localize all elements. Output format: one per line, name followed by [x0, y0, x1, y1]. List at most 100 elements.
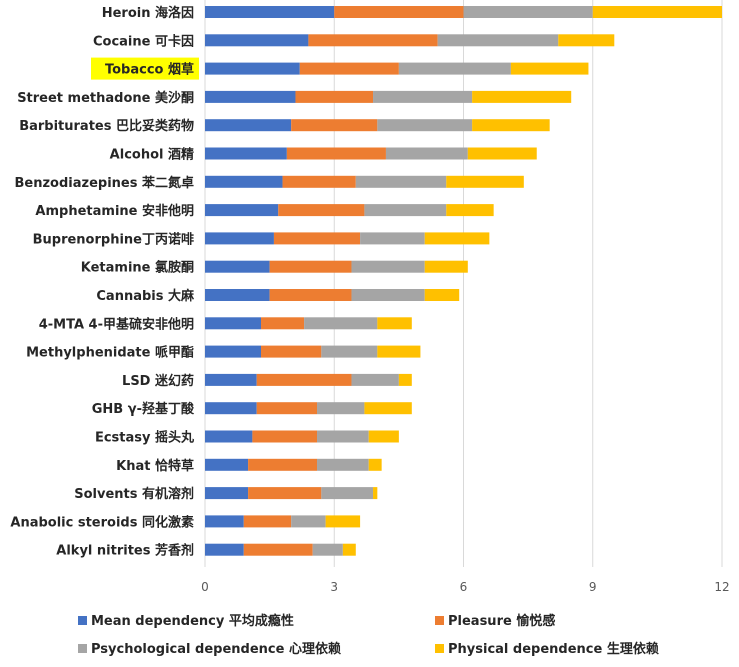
bar-segment — [261, 317, 305, 330]
bar-segment — [424, 232, 490, 245]
bar-segment — [243, 515, 292, 528]
bar-segment — [256, 402, 318, 415]
bar-segment — [205, 430, 253, 443]
bar-segment — [205, 6, 335, 18]
bar-segment — [351, 373, 399, 386]
bar-segment — [321, 345, 378, 358]
bar-segment — [446, 204, 494, 217]
bar-segment — [312, 543, 343, 556]
bar-segment — [205, 487, 249, 500]
bar-segment — [398, 62, 511, 75]
category-label: Heroin 海洛因 — [102, 5, 194, 21]
x-tick-label: 12 — [714, 580, 729, 594]
bar-segment — [205, 543, 244, 556]
category-label: 4-MTA 4-甲基硫安非他明 — [39, 316, 194, 332]
bar-segment — [205, 232, 274, 245]
bar-segment — [304, 317, 378, 330]
bar-segment — [252, 430, 318, 443]
category-label: Ecstasy 摇头丸 — [95, 430, 195, 446]
legend-label: Psychological dependence 心理依赖 — [91, 641, 341, 657]
bar-segment — [424, 260, 468, 273]
bar-segment — [205, 147, 287, 160]
category-label: Anabolic steroids 同化激素 — [10, 514, 194, 530]
bar-segment — [205, 402, 257, 415]
x-tick-label: 9 — [589, 580, 597, 594]
bar-segment — [205, 260, 270, 273]
gridlines — [204, 0, 723, 567]
bar-segment — [261, 345, 322, 358]
bar-segment — [278, 204, 365, 217]
bar-segment — [355, 175, 447, 188]
bar-segment — [373, 487, 378, 500]
category-label: LSD 迷幻药 — [122, 373, 194, 389]
x-tick-label: 6 — [460, 580, 468, 594]
bar-segment — [321, 487, 374, 500]
bar-segment — [205, 458, 249, 471]
bar-segment — [351, 289, 425, 301]
legend-swatch — [435, 644, 444, 653]
bar-segment — [317, 430, 369, 443]
bar-segment — [463, 6, 593, 18]
x-tick-label: 3 — [330, 580, 338, 594]
bar-segment — [248, 487, 322, 500]
bar-segment — [373, 90, 473, 103]
category-label: Cocaine 可卡因 — [93, 33, 194, 49]
bar-segment — [364, 402, 412, 415]
bar-segment — [368, 458, 382, 471]
bar-segment — [424, 289, 460, 301]
bar-segment — [308, 34, 438, 47]
category-label: Buprenorphine丁丙诺啡 — [33, 231, 194, 247]
bar-segment — [205, 345, 262, 358]
category-label: Barbiturates 巴比妥类药物 — [19, 118, 194, 134]
bar-segment — [205, 62, 300, 75]
bar-segment — [472, 90, 572, 103]
legend-label: Mean dependency 平均成瘾性 — [91, 613, 294, 629]
bar-segment — [377, 317, 412, 330]
highlight-marker — [91, 57, 199, 80]
bar-segment — [510, 62, 589, 75]
bar-segment — [299, 62, 399, 75]
bar-segment — [325, 515, 361, 528]
bar-segment — [351, 260, 425, 273]
bar-segment — [282, 175, 356, 188]
bar-segment — [205, 373, 257, 386]
bar-segment — [360, 232, 425, 245]
category-label: Tobacco 烟草 — [105, 62, 194, 78]
bar-segment — [377, 119, 473, 132]
bar-segment — [467, 147, 537, 160]
category-label: Alkyl nitrites 芳香剂 — [56, 543, 194, 559]
bar-segment — [317, 458, 369, 471]
bar-segment — [273, 232, 361, 245]
bar-segment — [377, 345, 421, 358]
bar-segment — [398, 373, 412, 386]
category-label: Cannabis 大麻 — [96, 288, 195, 304]
bar-segment — [334, 6, 464, 18]
bar-segment — [269, 260, 352, 273]
category-label: Street methadone 美沙酮 — [17, 90, 194, 106]
bar-segment — [437, 34, 559, 47]
category-label: Alcohol 酒精 — [110, 147, 194, 163]
bar-segment — [205, 90, 296, 103]
category-label: GHB γ-羟基丁酸 — [92, 401, 195, 417]
bar-segment — [205, 175, 283, 188]
bar-segment — [317, 402, 365, 415]
bar-segment — [558, 34, 615, 47]
bar-segment — [205, 515, 244, 528]
category-labels: Heroin 海洛因 Cocaine 可卡因 Tobacco 烟草 Street me… — [10, 5, 195, 559]
x-tick-labels: 0 3 6 9 12 — [201, 580, 729, 594]
legend-swatch — [78, 616, 87, 625]
category-label: Solvents 有机溶剂 — [74, 486, 194, 502]
bar-segment — [205, 204, 279, 217]
bar-segment — [342, 543, 356, 556]
bar-segment — [205, 119, 292, 132]
bar-segment — [291, 515, 326, 528]
bar-segment — [446, 175, 524, 188]
bar-segment — [364, 204, 447, 217]
bar-segment — [291, 119, 378, 132]
category-label: Ketamine 氯胺酮 — [81, 260, 194, 276]
bars — [205, 6, 722, 556]
bar-segment — [243, 543, 313, 556]
x-tick-label: 0 — [201, 580, 209, 594]
bar-segment — [248, 458, 318, 471]
